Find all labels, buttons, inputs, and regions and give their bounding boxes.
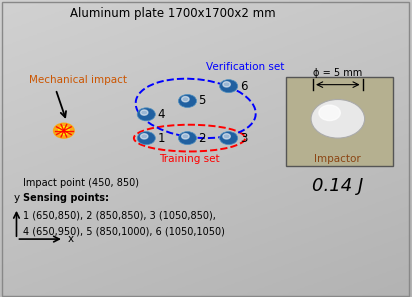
Circle shape: [182, 97, 189, 102]
Text: 0.14 J: 0.14 J: [312, 177, 363, 195]
Text: 1: 1: [157, 132, 165, 145]
Circle shape: [319, 105, 340, 121]
Text: 3: 3: [240, 132, 247, 145]
Circle shape: [137, 108, 155, 121]
Circle shape: [137, 132, 155, 145]
Text: 5: 5: [199, 94, 206, 108]
Circle shape: [182, 134, 189, 139]
Text: Verification set: Verification set: [206, 62, 284, 72]
Text: Impact point (450, 850): Impact point (450, 850): [23, 178, 139, 188]
Text: 2: 2: [199, 132, 206, 145]
Circle shape: [178, 132, 197, 145]
Text: 4: 4: [157, 108, 165, 121]
Bar: [286, 77, 393, 166]
Circle shape: [223, 82, 230, 87]
Text: Aluminum plate 1700x1700x2 mm: Aluminum plate 1700x1700x2 mm: [70, 7, 276, 20]
Text: Sensing points:: Sensing points:: [23, 192, 109, 203]
Text: 1 (650,850), 2 (850,850), 3 (1050,850),: 1 (650,850), 2 (850,850), 3 (1050,850),: [23, 210, 215, 220]
Text: Mechanical impact: Mechanical impact: [29, 75, 127, 85]
Text: x: x: [68, 234, 74, 244]
Text: ϕ = 5 mm: ϕ = 5 mm: [313, 68, 363, 78]
Circle shape: [140, 110, 148, 115]
Circle shape: [223, 134, 230, 139]
Circle shape: [59, 127, 69, 135]
Circle shape: [178, 94, 197, 108]
Text: Training set: Training set: [159, 154, 220, 164]
Circle shape: [54, 123, 74, 138]
Text: 4 (650,950), 5 (850,1000), 6 (1050,1050): 4 (650,950), 5 (850,1000), 6 (1050,1050): [23, 227, 225, 237]
Circle shape: [140, 134, 148, 139]
Circle shape: [220, 132, 238, 145]
Circle shape: [220, 80, 238, 93]
Circle shape: [311, 99, 365, 138]
Text: Impactor: Impactor: [314, 154, 361, 164]
Text: 6: 6: [240, 80, 247, 93]
Text: y: y: [14, 193, 19, 203]
